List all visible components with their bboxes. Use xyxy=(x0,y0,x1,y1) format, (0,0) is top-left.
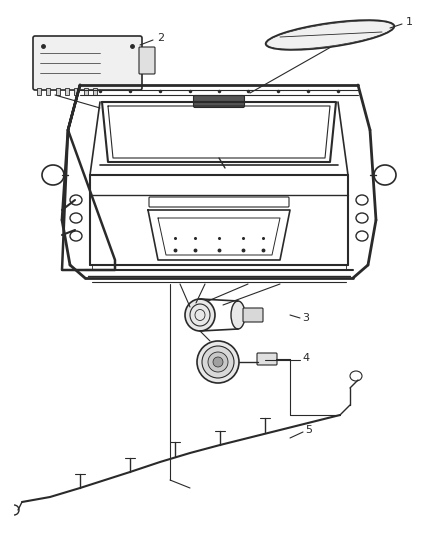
Text: 4: 4 xyxy=(302,353,309,363)
Text: 2: 2 xyxy=(157,33,164,43)
Ellipse shape xyxy=(231,301,245,329)
FancyBboxPatch shape xyxy=(84,88,88,95)
Text: 3: 3 xyxy=(302,313,309,323)
FancyBboxPatch shape xyxy=(56,88,60,95)
Ellipse shape xyxy=(208,352,228,372)
FancyBboxPatch shape xyxy=(37,88,41,95)
FancyBboxPatch shape xyxy=(93,88,97,95)
FancyBboxPatch shape xyxy=(65,88,69,95)
FancyBboxPatch shape xyxy=(46,88,50,95)
FancyBboxPatch shape xyxy=(257,353,277,365)
Ellipse shape xyxy=(213,357,223,367)
Ellipse shape xyxy=(202,346,234,378)
FancyBboxPatch shape xyxy=(194,95,244,108)
Text: 1: 1 xyxy=(406,17,413,27)
FancyBboxPatch shape xyxy=(243,308,263,322)
Ellipse shape xyxy=(185,299,215,331)
FancyBboxPatch shape xyxy=(139,47,155,74)
Text: 5: 5 xyxy=(305,425,312,435)
Ellipse shape xyxy=(197,341,239,383)
Ellipse shape xyxy=(265,20,394,50)
FancyBboxPatch shape xyxy=(74,88,78,95)
FancyBboxPatch shape xyxy=(33,36,142,90)
